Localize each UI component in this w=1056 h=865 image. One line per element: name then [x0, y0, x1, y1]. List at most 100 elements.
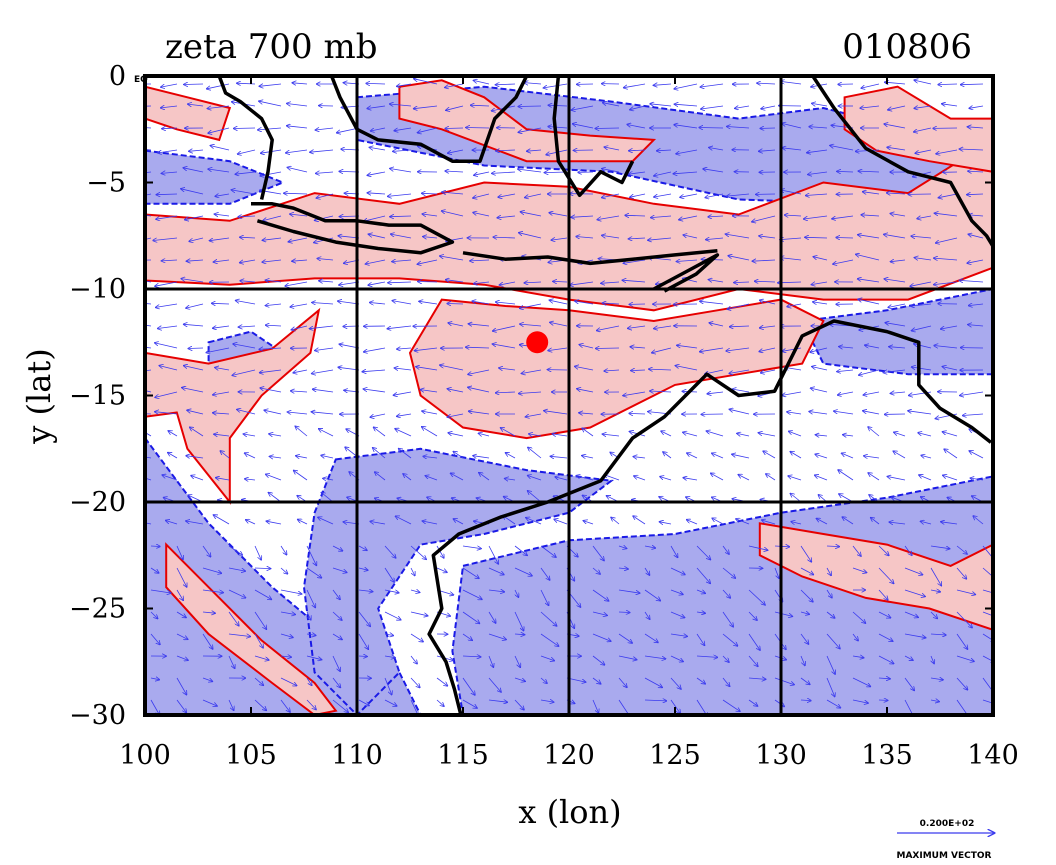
wind-vector [316, 172, 334, 173]
wind-vector [700, 347, 724, 352]
x-tick-label: 120 [543, 740, 595, 771]
wind-vector [982, 677, 993, 696]
wind-vector [696, 656, 717, 657]
wind-vector [238, 216, 256, 217]
wind-vector [571, 216, 594, 217]
wind-vector [674, 125, 698, 129]
wind-vector [212, 303, 230, 304]
wind-vector [528, 491, 542, 503]
neg-north-strip [356, 85, 993, 205]
wind-vector [911, 304, 932, 306]
wind-vector [145, 324, 152, 327]
wind-vector [306, 677, 312, 685]
wind-vector [332, 589, 340, 599]
wind-vector [266, 521, 282, 525]
wind-vector [232, 369, 256, 375]
wind-vector [603, 303, 620, 304]
wind-vector [496, 150, 516, 151]
wind-vector [813, 302, 828, 304]
wind-vector [390, 216, 412, 217]
wind-vector [213, 413, 230, 414]
wind-vector [245, 453, 256, 459]
wind-vector [766, 474, 776, 481]
pos-top-left [145, 85, 232, 142]
wind-vector [839, 347, 854, 348]
wind-vector [982, 567, 993, 578]
wind-vector [474, 80, 490, 85]
wind-vector [162, 475, 178, 481]
wind-vector [202, 633, 213, 649]
wind-vector [306, 699, 316, 710]
wind-vector [397, 84, 412, 86]
wind-vector [884, 124, 906, 129]
equator-label: EQ [134, 75, 148, 85]
wind-vector [448, 323, 464, 327]
wind-vector [618, 546, 627, 549]
wind-vector [207, 83, 230, 89]
wind-vector [202, 677, 212, 681]
wind-vector [904, 545, 912, 555]
wind-vector [488, 633, 506, 640]
wind-vector [618, 612, 630, 613]
wind-vector [832, 215, 854, 219]
wind-vector [709, 280, 724, 282]
wind-vector [231, 190, 256, 195]
wind-vector [243, 434, 256, 436]
wind-vector [332, 611, 342, 620]
wind-vector [270, 456, 282, 458]
wind-vector [292, 83, 308, 84]
wind-vector [462, 567, 479, 578]
wind-vector [592, 677, 601, 684]
wind-vector [800, 655, 805, 665]
wind-vector [290, 303, 308, 307]
wind-vector [654, 84, 672, 85]
wind-vector [521, 212, 542, 217]
wind-vector [763, 451, 776, 459]
wind-vector [938, 193, 958, 198]
wind-vector [414, 105, 438, 109]
wind-vector [930, 545, 950, 549]
plot-area [145, 76, 993, 715]
wind-vector [579, 413, 594, 414]
wind-vector [388, 282, 412, 283]
wind-vector [826, 589, 832, 598]
wind-vector [602, 193, 620, 198]
wind-vector [738, 475, 750, 481]
wind-vector [800, 700, 811, 701]
wind-vector [759, 150, 776, 151]
wind-vector [826, 677, 835, 697]
wind-vector [760, 326, 776, 328]
negative-vorticity-regions [145, 85, 993, 715]
wind-vector [544, 411, 568, 415]
wind-vector [266, 304, 282, 306]
wind-vector [852, 699, 868, 703]
wind-vector [254, 655, 269, 660]
wind-vector [155, 391, 178, 397]
wind-vector [748, 633, 760, 650]
wind-vector [145, 149, 152, 151]
wind-vector [602, 169, 620, 173]
x-tick-label: 130 [755, 740, 807, 771]
wind-vector [254, 677, 263, 685]
wind-vector [683, 478, 698, 480]
wind-vector [215, 194, 230, 196]
wind-vector [362, 370, 386, 372]
grid-lines [145, 76, 993, 715]
wind-vector [680, 193, 698, 197]
wind-vector [526, 413, 542, 417]
wind-vector [518, 127, 542, 132]
wind-vector [861, 83, 880, 88]
wind-vector [934, 281, 958, 285]
wind-vector [540, 611, 557, 626]
wind-vector [601, 282, 620, 283]
wind-vector [826, 633, 840, 649]
wind-vector [648, 238, 672, 240]
wind-vector [447, 304, 464, 305]
wind-vector [930, 678, 943, 680]
wind-vector [842, 453, 854, 459]
wind-vector [912, 325, 932, 331]
wind-vector [930, 567, 941, 586]
wind-vector [696, 545, 710, 560]
wind-vector [269, 493, 282, 503]
